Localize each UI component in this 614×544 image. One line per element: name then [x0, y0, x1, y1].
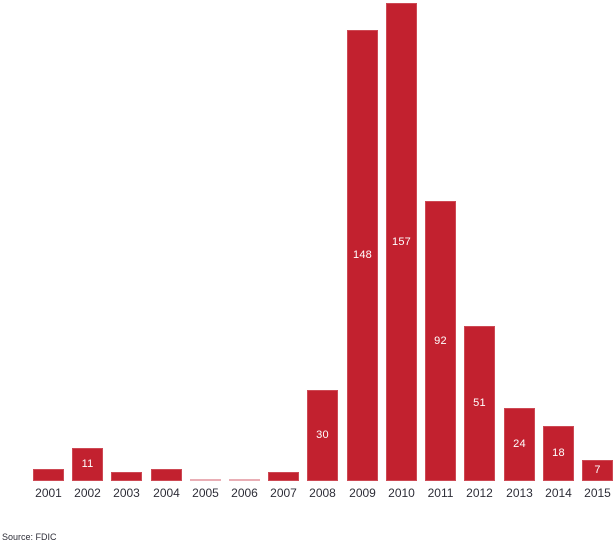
x-axis-label-2009: 2009	[349, 486, 376, 500]
x-axis-label-2011: 2011	[427, 486, 454, 500]
x-axis-label-2003: 2003	[113, 486, 140, 500]
bar-2015: 7	[582, 460, 613, 481]
x-axis-label-2012: 2012	[466, 486, 493, 500]
x-axis-label-2008: 2008	[309, 486, 336, 500]
bar-value-label-2013: 24	[513, 438, 526, 450]
x-axis-label-2010: 2010	[388, 486, 415, 500]
bar-2005	[190, 479, 221, 481]
x-axis-label-2015: 2015	[584, 486, 611, 500]
bar-2009: 148	[347, 30, 378, 481]
bar-2004	[151, 469, 182, 481]
bar-value-label-2008: 30	[316, 429, 329, 441]
bar-value-label-2002: 11	[81, 458, 94, 470]
bar-2014: 18	[543, 426, 574, 481]
bar-2010: 157	[386, 3, 417, 481]
bar-2008: 30	[307, 390, 338, 481]
bar-value-label-2012: 51	[473, 397, 486, 409]
x-axis-label-2013: 2013	[506, 486, 533, 500]
bar-value-label-2010: 157	[392, 235, 411, 248]
x-axis-label-2014: 2014	[545, 486, 572, 500]
bar-2006	[229, 479, 260, 481]
bar-2003	[111, 472, 142, 481]
x-axis-label-2002: 2002	[74, 486, 101, 500]
bar-2011: 92	[425, 201, 456, 481]
bar-value-label-2009: 148	[353, 249, 372, 261]
bar-2012: 51	[464, 326, 495, 481]
x-axis-label-2005: 2005	[192, 486, 219, 500]
bar-value-label-2015: 7	[594, 464, 601, 476]
x-axis-label-2006: 2006	[231, 486, 258, 500]
bar-value-label-2014: 18	[552, 447, 565, 459]
bar-2002: 11	[72, 448, 103, 481]
bar-2007	[268, 472, 299, 481]
x-axis-label-2001: 2001	[35, 486, 62, 500]
x-axis-label-2004: 2004	[153, 486, 180, 500]
x-axis-label-2007: 2007	[270, 486, 297, 500]
bar-2001	[33, 469, 64, 481]
bar-value-label-2011: 92	[434, 334, 447, 347]
bar-2013: 24	[504, 408, 535, 481]
source-note: Source: FDIC	[2, 532, 57, 542]
